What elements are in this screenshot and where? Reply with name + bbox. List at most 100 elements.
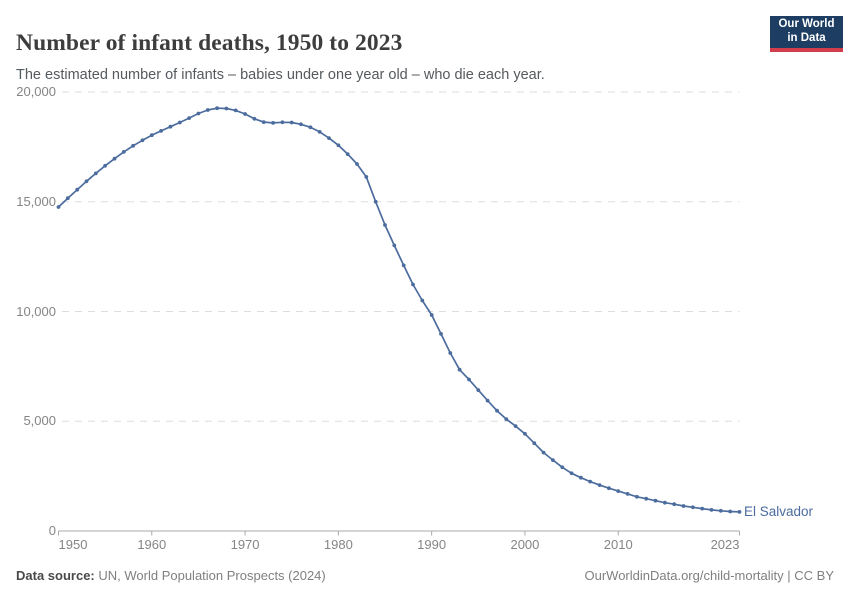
data-point [261, 120, 266, 124]
data-point [56, 205, 61, 209]
data-point [205, 108, 210, 112]
data-point [131, 143, 136, 148]
data-point [560, 465, 565, 470]
data-point [383, 223, 387, 227]
data-point [448, 351, 453, 355]
owid-logo-line1: Our World [778, 18, 835, 30]
x-axis-tick-label: 2023 [710, 537, 740, 552]
data-point [485, 398, 490, 403]
y-axis-tick-label: 15,000 [16, 193, 56, 209]
data-point [681, 504, 686, 508]
data-point [177, 120, 182, 125]
data-point [75, 187, 80, 192]
x-axis-tick-label: 1950 [58, 537, 88, 552]
data-point [243, 112, 248, 116]
data-point [140, 138, 145, 143]
data-point [532, 441, 537, 446]
data-point [289, 120, 294, 125]
data-point [401, 263, 406, 268]
x-axis-tick-label: 2010 [603, 537, 633, 552]
data-point [457, 367, 462, 372]
data-point [495, 408, 499, 413]
data-point [476, 388, 481, 392]
data-point [579, 475, 583, 480]
x-axis-tick-label: 1960 [137, 537, 167, 552]
data-point [616, 489, 621, 493]
data-point [233, 108, 238, 113]
data-point [112, 156, 117, 161]
data-source-note: Data source: UN, World Population Prospe… [16, 568, 326, 583]
data-point [65, 196, 70, 201]
page-title: Number of infant deaths, 1950 to 2023 [16, 29, 403, 56]
data-point [569, 471, 574, 476]
data-point [691, 505, 695, 510]
data-point [159, 129, 164, 133]
data-point [364, 175, 369, 179]
y-axis-tick-label: 0 [48, 523, 56, 538]
data-point [93, 171, 98, 176]
chart-subtitle: The estimated number of infants – babies… [16, 66, 545, 83]
data-point [663, 500, 667, 505]
data-point [551, 458, 555, 462]
data-point [700, 506, 705, 511]
data-point [280, 120, 285, 125]
data-point [541, 450, 546, 455]
data-point [327, 136, 331, 141]
data-point [429, 313, 434, 317]
data-point [420, 298, 425, 303]
data-source-label: Data source: [16, 568, 95, 583]
data-point [728, 509, 733, 514]
data-point [187, 116, 192, 120]
data-point [373, 199, 378, 204]
data-point [317, 130, 322, 134]
data-point [271, 121, 275, 125]
data-point [308, 125, 313, 130]
data-point [392, 243, 397, 248]
data-point [215, 106, 220, 111]
data-point [597, 483, 602, 487]
data-point [709, 508, 714, 512]
owid-logo-line2: in Data [787, 31, 826, 44]
data-point [299, 122, 303, 127]
data-point [224, 106, 229, 111]
data-point [523, 431, 527, 436]
data-point [149, 133, 154, 138]
owid-logo[interactable]: Our World in Data [770, 16, 843, 52]
data-point [168, 124, 173, 129]
data-point [625, 492, 630, 496]
data-point [196, 111, 201, 116]
data-point [635, 494, 639, 499]
data-line [57, 107, 741, 513]
data-point [411, 282, 415, 287]
entity-label[interactable]: El Salvador [744, 504, 814, 519]
data-point [103, 163, 107, 168]
data-point [252, 116, 257, 121]
data-point [513, 424, 518, 428]
data-point [607, 486, 611, 491]
y-axis-tick-label: 10,000 [16, 303, 56, 319]
data-point [336, 143, 341, 148]
data-point [355, 162, 359, 166]
y-axis-tick-label: 20,000 [16, 84, 56, 99]
x-axis-tick-label: 1980 [323, 537, 353, 552]
data-source-value: UN, World Population Prospects (2024) [98, 568, 326, 583]
data-point [653, 498, 658, 503]
data-point [737, 510, 742, 514]
data-point [504, 417, 509, 421]
x-axis-tick-label: 1990 [417, 537, 447, 552]
data-point [672, 502, 677, 507]
x-axis-tick-label: 2000 [510, 537, 540, 552]
data-point [121, 150, 126, 154]
x-axis-tick-label: 1970 [230, 537, 260, 552]
data-point [84, 179, 89, 184]
data-point [588, 479, 593, 484]
y-axis-tick-label: 5,000 [23, 413, 56, 429]
data-point [644, 496, 649, 501]
data-point [718, 508, 723, 513]
credit-link[interactable]: OurWorldinData.org/child-mortality | CC … [584, 568, 835, 583]
data-point [439, 332, 443, 336]
data-point [467, 377, 471, 382]
data-point [345, 152, 350, 157]
